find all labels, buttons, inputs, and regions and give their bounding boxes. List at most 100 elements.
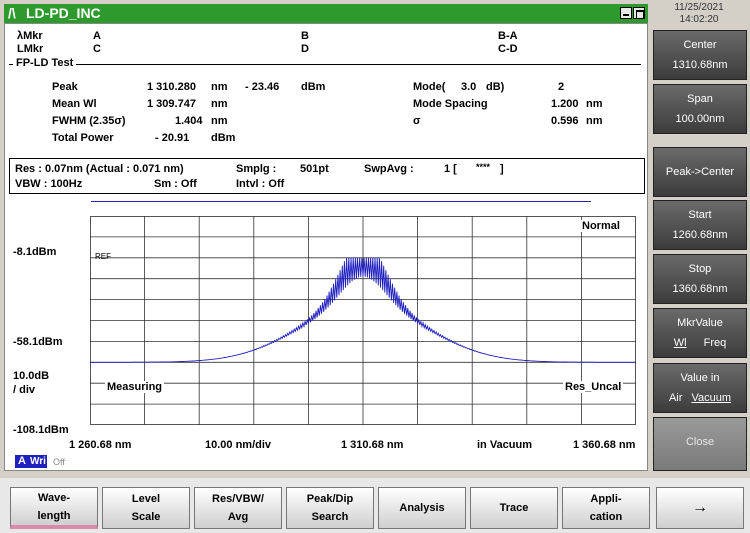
peak-dip-line2: Search <box>311 511 349 523</box>
smoothing-text: Sm : Off <box>154 178 197 190</box>
level-scale-line1: Level <box>131 493 161 505</box>
x-stop-label: 1 360.68 nm <box>573 439 636 451</box>
close-button-label: Close <box>685 436 715 448</box>
section-title: FP-LD Test <box>13 57 77 69</box>
main-display: λMkr A B B-A LMkr C D C-D FP-LD Test Pea… <box>4 23 648 471</box>
trace-key[interactable]: Trace <box>470 487 558 529</box>
wavelength-key-line1: Wave- <box>38 491 70 504</box>
stop-button[interactable]: Stop 1360.68nm <box>653 254 747 304</box>
y-mid-label: -58.1dBm <box>13 336 63 348</box>
fwhm-value: 1.404 <box>175 115 203 127</box>
sweep-avg-label: SwpAvg : <box>364 163 414 175</box>
application-line2: cation <box>589 511 623 523</box>
measuring-status: Measuring <box>105 381 165 393</box>
display-mode-label: Normal <box>580 220 622 232</box>
marker-value-wl-option[interactable]: Wl <box>673 337 687 349</box>
vbw-text: VBW : 100Hz <box>15 178 83 190</box>
minimize-icon[interactable] <box>620 7 632 19</box>
trace-off-label: Off <box>53 457 65 467</box>
y-scale-div-label: / div <box>13 384 36 396</box>
mean-wl-value: 1 309.747 <box>147 98 196 110</box>
peak-to-center-label: Peak->Center <box>665 166 735 178</box>
sigma-label: σ <box>413 115 421 127</box>
marker-b-a: B-A <box>498 30 518 42</box>
stop-button-value: 1360.68nm <box>672 283 728 295</box>
value-in-button[interactable]: Value in Air Vacuum <box>653 363 747 413</box>
maximize-icon[interactable] <box>633 7 645 19</box>
peak-to-center-button[interactable]: Peak->Center <box>653 147 747 197</box>
close-button[interactable]: Close <box>653 417 747 471</box>
sweep-indicator-line <box>91 201 591 202</box>
res-vbw-avg-line2: Avg <box>227 511 249 523</box>
window-title: LD-PD_INC <box>26 5 101 21</box>
anritsu-logo-icon: /\ <box>8 5 16 21</box>
trace-key-label: Trace <box>499 502 529 514</box>
y-bottom-label: -108.1dBm <box>13 424 69 436</box>
peak-unit: nm <box>211 81 228 93</box>
analysis-key[interactable]: Analysis <box>378 487 466 529</box>
x-medium-label: in Vacuum <box>477 439 533 451</box>
value-in-vacuum-option[interactable]: Vacuum <box>691 392 732 404</box>
mode-label: Mode( <box>413 81 446 93</box>
sweep-avg-value: 1 [ <box>444 163 457 175</box>
spectrum-graph[interactable]: Normal REF Measuring Res_Uncal <box>90 216 636 425</box>
x-div-label: 10.00 nm/div <box>205 439 272 451</box>
span-button-label: Span <box>687 93 713 105</box>
total-power-unit: dBm <box>211 132 236 144</box>
peak-level: - 23.46 <box>245 81 280 93</box>
section-divider <box>9 64 641 65</box>
mean-wl-unit: nm <box>211 98 228 110</box>
start-button-label: Start <box>688 209 712 221</box>
marker-value-freq-option[interactable]: Freq <box>703 337 727 349</box>
value-in-air-option[interactable]: Air <box>668 392 683 404</box>
wl-marker-label: λMkr <box>17 30 43 42</box>
sigma-unit: nm <box>586 115 603 127</box>
sweep-avg-stars: **** <box>476 162 491 172</box>
mode-spacing-value: 1.200 <box>551 98 579 110</box>
peak-dip-search-key[interactable]: Peak/Dip Search <box>286 487 374 529</box>
sigma-value: 0.596 <box>551 115 579 127</box>
sweep-avg-close: ] <box>500 163 504 175</box>
center-button-label: Center <box>683 39 717 51</box>
center-button[interactable]: Center 1310.68nm <box>653 30 747 80</box>
interval-text: Intvl : Off <box>236 178 285 190</box>
marker-value-button[interactable]: MkrValue Wl Freq <box>653 308 747 358</box>
trace-a-badge[interactable]: A <box>15 455 29 468</box>
mean-wl-label: Mean Wl <box>52 98 97 110</box>
start-button-value: 1260.68nm <box>672 229 728 241</box>
peak-label: Peak <box>52 81 78 93</box>
level-marker-label: LMkr <box>17 43 44 55</box>
sampling-value: 501pt <box>300 163 329 175</box>
time-text: 14:02:20 <box>679 14 719 25</box>
settings-box: Res : 0.07nm (Actual : 0.071 nm) Smplg :… <box>9 158 645 194</box>
span-button-value: 100.00nm <box>675 113 725 125</box>
peak-dip-line1: Peak/Dip <box>306 493 354 505</box>
resolution-text: Res : 0.07nm (Actual : 0.071 nm) <box>15 163 184 175</box>
spectrum-plot <box>90 216 636 425</box>
x-start-label: 1 260.68 nm <box>69 439 132 451</box>
wavelength-key[interactable]: Wave-length <box>10 487 98 529</box>
mode-spacing-unit: nm <box>586 98 603 110</box>
mode-param-unit: dB) <box>486 81 505 93</box>
window-title-bar: /\ LD-PD_INC <box>4 4 648 23</box>
level-scale-line2: Scale <box>131 511 161 523</box>
mode-spacing-label: Mode Spacing <box>413 98 488 110</box>
next-page-key[interactable]: → <box>656 487 744 529</box>
span-button[interactable]: Span 100.00nm <box>653 84 747 134</box>
marker-d: D <box>301 43 309 55</box>
spectrum-trace <box>90 257 636 363</box>
start-button[interactable]: Start 1260.68nm <box>653 200 747 250</box>
analysis-key-label: Analysis <box>399 502 445 514</box>
res-vbw-avg-key[interactable]: Res/VBW/Avg <box>194 487 282 529</box>
mode-param: 3.0 <box>461 81 477 93</box>
arrow-right-icon: → <box>692 499 708 516</box>
datetime-display: 11/25/2021 14:02:20 <box>652 2 746 28</box>
level-scale-key[interactable]: Level Scale <box>102 487 190 529</box>
marker-c-d: C-D <box>498 43 518 55</box>
center-button-value: 1310.68nm <box>672 59 728 71</box>
x-center-label: 1 310.68 nm <box>341 439 404 451</box>
total-power-value: - 20.91 <box>155 132 190 144</box>
application-key[interactable]: Appli-cation <box>562 487 650 529</box>
value-in-label: Value in <box>680 372 720 384</box>
y-top-label: -8.1dBm <box>13 246 57 258</box>
